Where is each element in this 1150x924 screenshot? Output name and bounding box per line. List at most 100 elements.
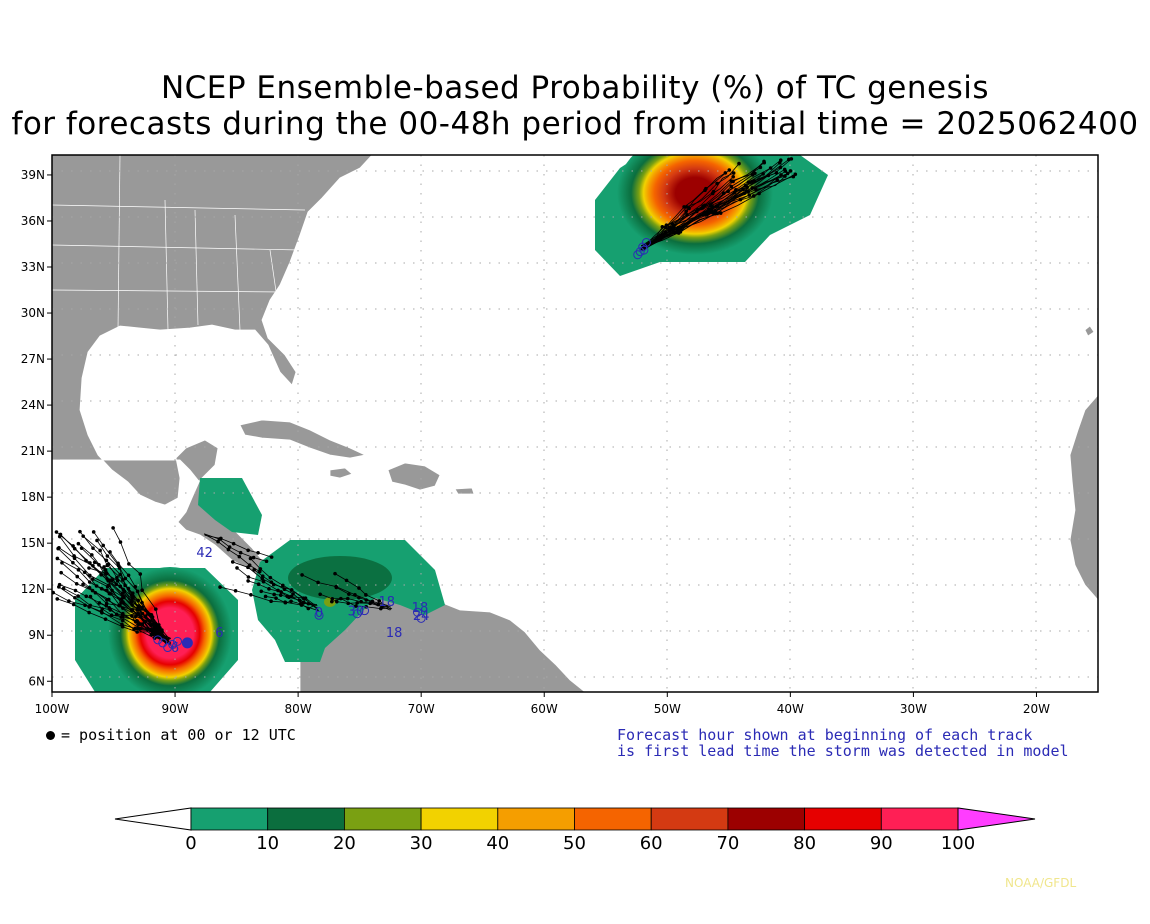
track-dot bbox=[276, 588, 280, 593]
track-positions bbox=[52, 157, 798, 640]
track-dot bbox=[766, 173, 771, 178]
track-dot bbox=[734, 187, 738, 192]
lat-label: 21N bbox=[21, 444, 45, 458]
track-dot bbox=[732, 190, 737, 195]
track-dot bbox=[731, 171, 736, 175]
genesis-circle bbox=[633, 250, 643, 260]
track-dot bbox=[95, 538, 99, 543]
forecast-hour-label: 18 bbox=[412, 601, 429, 616]
track-dot bbox=[335, 599, 339, 604]
track-dot bbox=[126, 573, 131, 578]
track-dot bbox=[120, 611, 125, 616]
storm-track bbox=[320, 593, 391, 608]
track-dot bbox=[78, 529, 82, 534]
track-dot bbox=[122, 595, 126, 600]
track-dot bbox=[55, 556, 60, 561]
genesis-circle bbox=[168, 639, 178, 649]
track-dot bbox=[60, 561, 64, 565]
track-dot bbox=[118, 540, 123, 544]
track-dot bbox=[306, 606, 311, 611]
track-dot bbox=[260, 576, 265, 581]
track-dot bbox=[111, 526, 115, 530]
track-dot bbox=[761, 172, 765, 176]
track-dot bbox=[269, 599, 273, 604]
track-dot bbox=[300, 573, 304, 577]
storm-track bbox=[203, 533, 267, 562]
track-dot bbox=[762, 159, 766, 164]
track-dot bbox=[238, 550, 243, 555]
track-dot bbox=[87, 610, 91, 615]
track-dot bbox=[334, 584, 338, 589]
track-dot bbox=[696, 208, 700, 212]
forecast-hour-note-line1: Forecast hour shown at beginning of each… bbox=[617, 726, 1033, 744]
track-dot bbox=[130, 603, 134, 607]
track-dot bbox=[775, 178, 780, 183]
track-dot bbox=[120, 624, 125, 629]
forecast-hour-label: 30 bbox=[348, 604, 365, 619]
track-dot bbox=[303, 597, 307, 601]
track-dot bbox=[778, 161, 782, 165]
track-dot bbox=[660, 224, 665, 229]
track-dot bbox=[701, 204, 705, 208]
colorbar-label: 90 bbox=[870, 833, 893, 854]
lat-label: 36N bbox=[21, 214, 45, 228]
track-dot bbox=[671, 227, 675, 231]
track-dot bbox=[751, 194, 756, 198]
track-dot bbox=[247, 563, 252, 567]
colorbar-label: 100 bbox=[941, 833, 975, 854]
track-dot bbox=[729, 184, 734, 189]
storm-track bbox=[59, 584, 167, 644]
track-dot bbox=[143, 608, 148, 612]
colorbar-segment bbox=[497, 807, 575, 831]
forecast-hour-label: 24 bbox=[413, 609, 430, 624]
storm-track bbox=[334, 573, 392, 610]
track-dot bbox=[150, 630, 155, 634]
track-dot bbox=[126, 586, 131, 591]
lat-label: 39N bbox=[21, 168, 45, 182]
track-dot bbox=[67, 599, 71, 603]
colorbar-segment bbox=[804, 807, 882, 831]
track-dot bbox=[140, 622, 145, 626]
track-dot bbox=[114, 612, 119, 617]
track-dot bbox=[333, 571, 337, 576]
track-dot bbox=[103, 568, 108, 572]
track-dot bbox=[768, 166, 773, 170]
track-dot bbox=[678, 227, 683, 231]
track-dot bbox=[354, 604, 358, 608]
genesis-circle bbox=[352, 609, 362, 619]
track-dot bbox=[301, 601, 305, 605]
track-dot bbox=[710, 191, 715, 196]
genesis-circle bbox=[158, 638, 168, 648]
colorbar-label: 60 bbox=[640, 833, 663, 854]
forecast-hour-label: 6 bbox=[215, 626, 223, 641]
track-dot bbox=[135, 589, 140, 594]
track-dot bbox=[119, 600, 123, 605]
track-dot bbox=[149, 632, 154, 637]
lat-label: 18N bbox=[21, 490, 45, 504]
track-dot bbox=[746, 180, 751, 184]
track-dot bbox=[268, 575, 273, 580]
track-dot bbox=[715, 203, 720, 208]
colorbar-arrow-low bbox=[114, 807, 192, 831]
forecast-hour-label: 0 bbox=[315, 606, 323, 621]
track-dot bbox=[92, 560, 97, 565]
track-dot bbox=[757, 191, 761, 196]
track-dot bbox=[259, 589, 264, 594]
track-dot bbox=[108, 578, 112, 583]
track-dot bbox=[115, 579, 120, 583]
track-dot bbox=[218, 585, 222, 589]
track-dot bbox=[105, 577, 109, 581]
genesis-circle bbox=[416, 613, 426, 623]
track-dot bbox=[75, 574, 80, 579]
track-dot bbox=[285, 594, 290, 599]
lon-label: 40W bbox=[777, 702, 804, 716]
forecast-hour-note: Forecast hour shown at beginning of each… bbox=[617, 727, 1069, 759]
lat-label: 9N bbox=[28, 628, 45, 642]
track-dot bbox=[708, 207, 712, 212]
lon-label: 60W bbox=[531, 702, 558, 716]
track-dot bbox=[87, 566, 91, 570]
track-dot bbox=[271, 582, 276, 587]
track-dot bbox=[54, 530, 59, 534]
lat-label: 27N bbox=[21, 352, 45, 366]
